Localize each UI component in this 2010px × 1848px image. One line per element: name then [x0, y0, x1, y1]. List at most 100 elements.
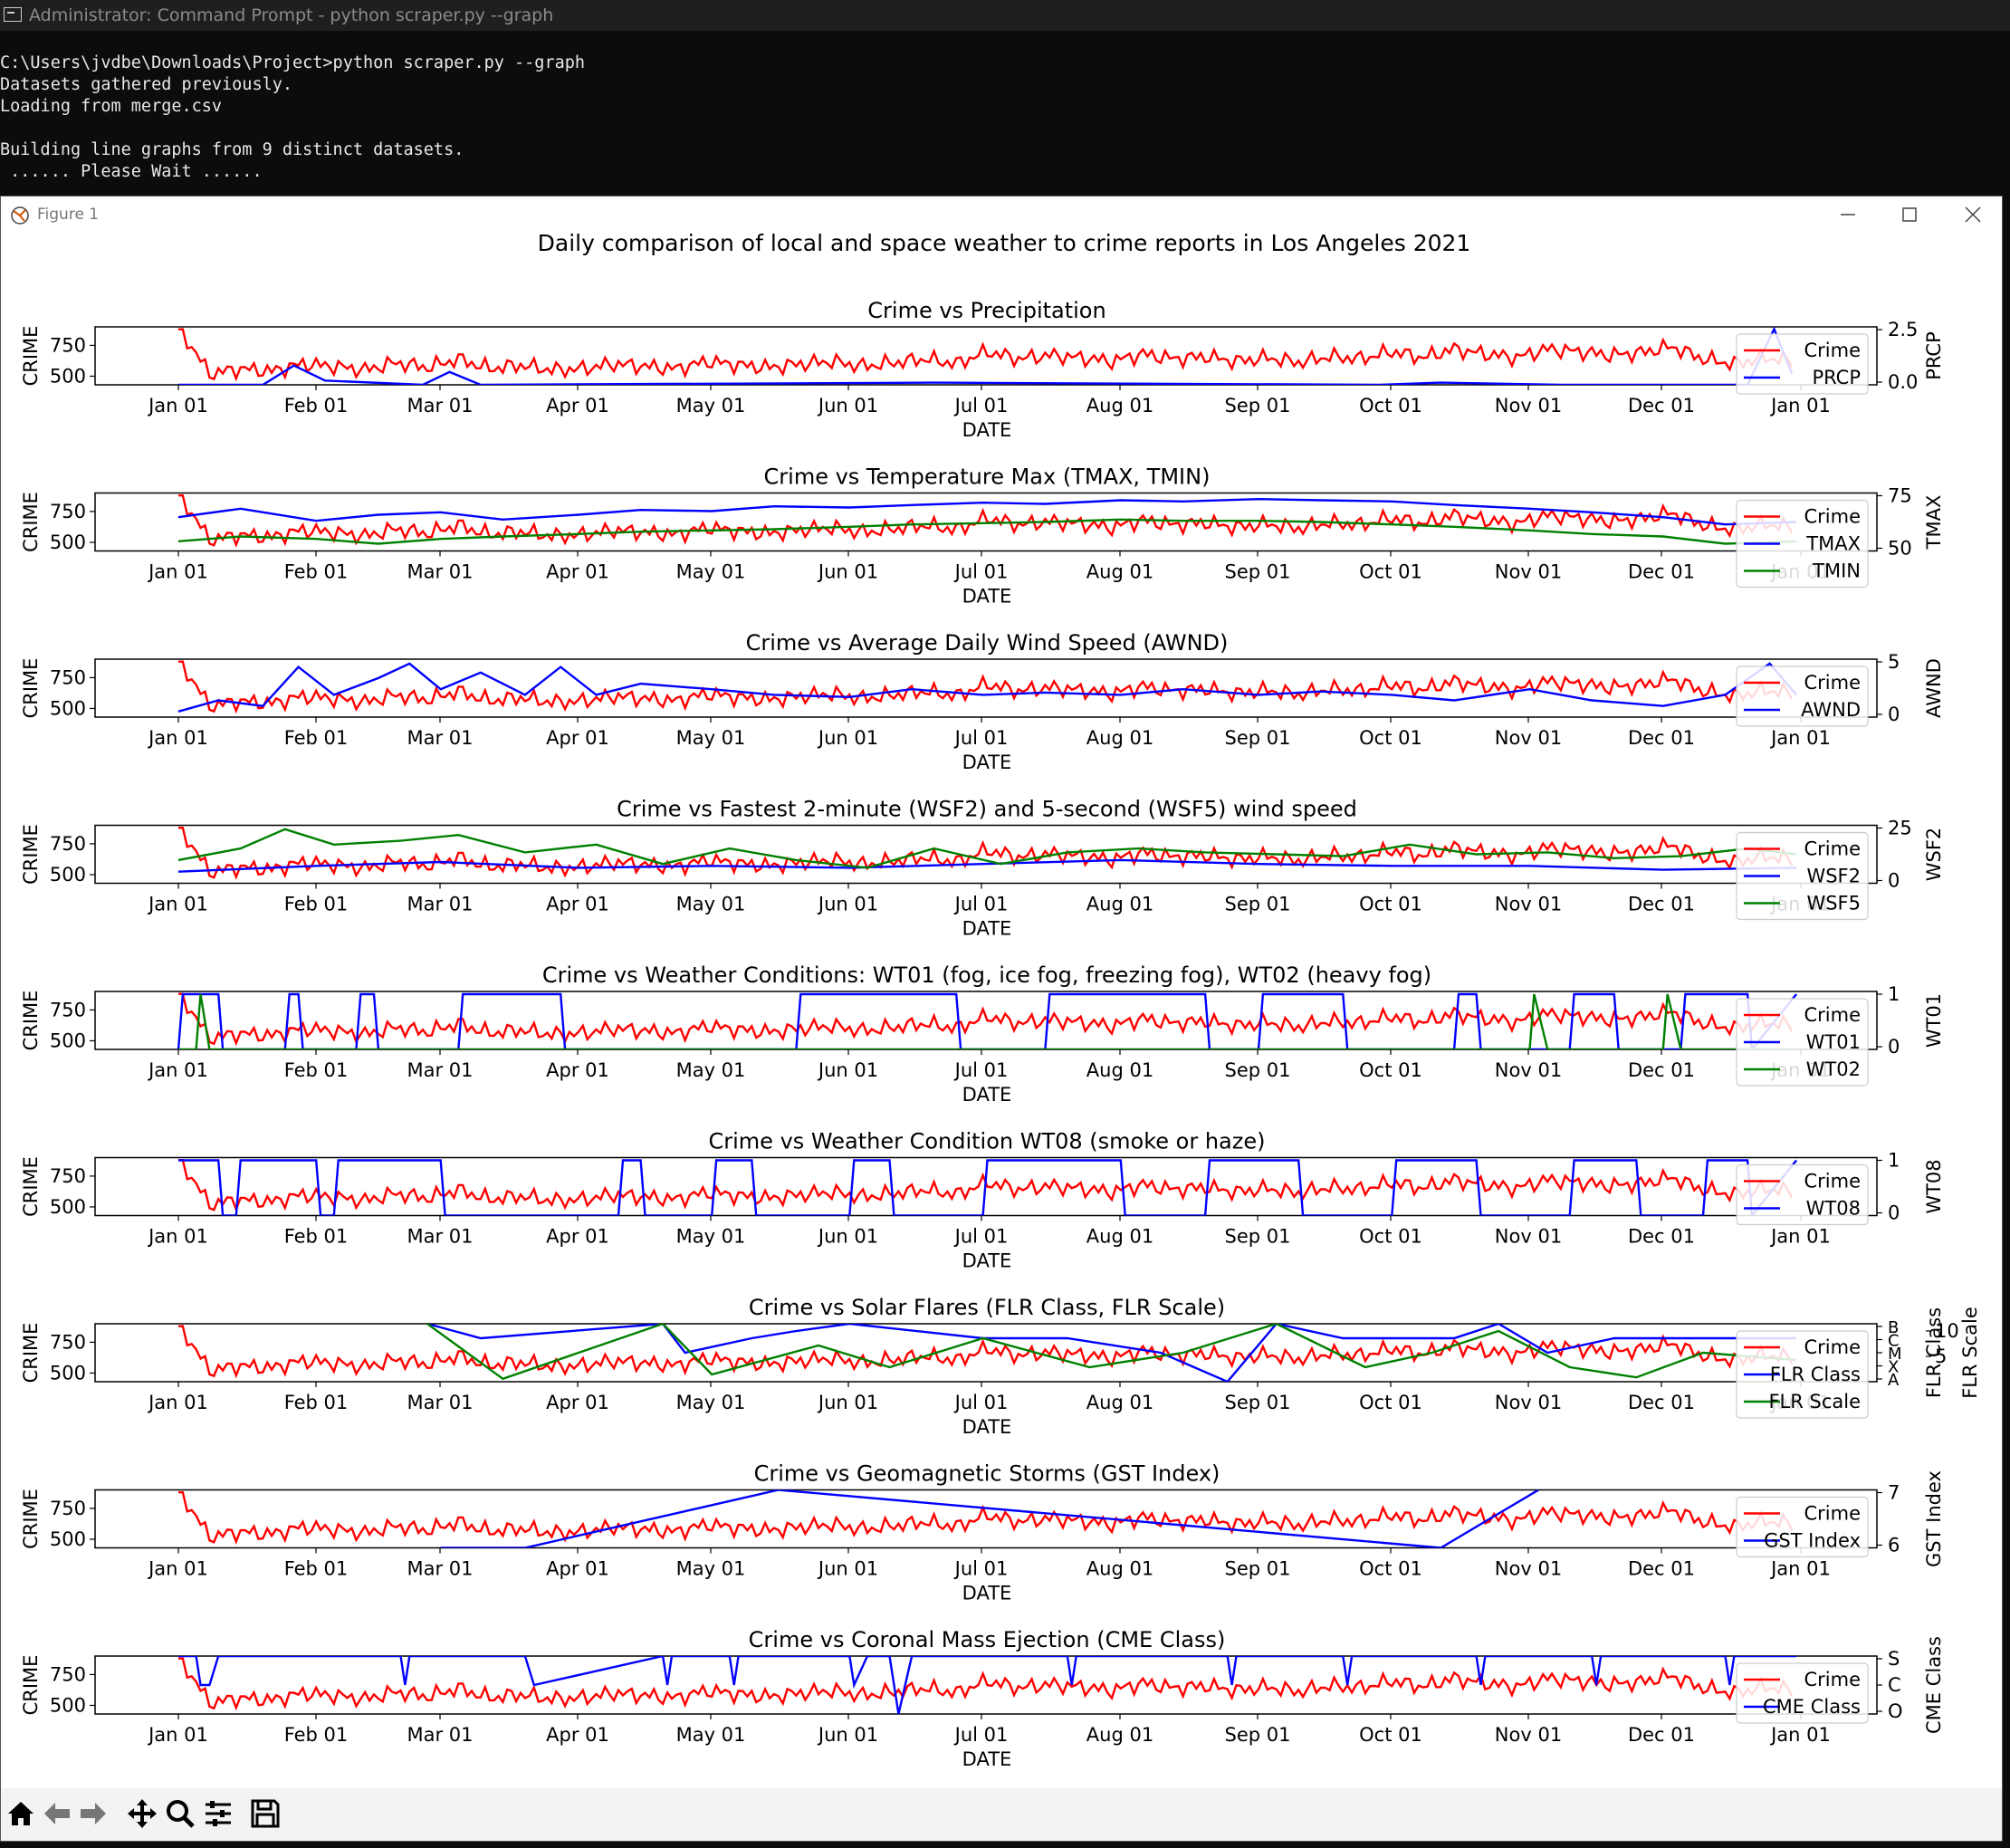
- back-arrow-icon[interactable]: [41, 1797, 73, 1830]
- legend-label: TMIN: [1812, 560, 1861, 582]
- x-tick-label: May 01: [676, 395, 746, 417]
- y2-axis-label: PRCP: [1923, 331, 1945, 380]
- zoom-icon[interactable]: [164, 1797, 196, 1830]
- x-tick-label: Dec 01: [1628, 1226, 1695, 1248]
- pan-icon[interactable]: [126, 1797, 158, 1830]
- x-tick-label: Apr 01: [546, 727, 609, 749]
- plot-area: [177, 827, 1797, 880]
- y2-tick-label: 0: [1888, 704, 1900, 725]
- x-tick-label: Oct 01: [1359, 1059, 1422, 1081]
- y3-tick-label: 5: [1935, 1345, 1947, 1367]
- y2-tick-label: B: [1888, 1318, 1899, 1337]
- x-tick-label: Sep 01: [1225, 894, 1291, 915]
- legend-label: WSF2: [1806, 866, 1861, 887]
- y2-tick-label: A: [1888, 1371, 1900, 1390]
- x-tick-label: Nov 01: [1495, 894, 1562, 915]
- x-tick-label: May 01: [676, 1226, 746, 1248]
- y2-axis-label: GST Index: [1923, 1470, 1945, 1567]
- legend-box: [1736, 1662, 1869, 1724]
- x-tick-label: Jul 01: [953, 727, 1009, 749]
- home-icon[interactable]: [5, 1797, 37, 1830]
- y2-tick-label: C: [1888, 1674, 1901, 1696]
- series-tmin-line: [177, 518, 1797, 545]
- subplot-4: Crime vs Fastest 2-minute (WSF2) and 5-s…: [20, 797, 1945, 940]
- crime-line: [178, 328, 1794, 382]
- x-tick-label: Sep 01: [1225, 395, 1291, 417]
- y-tick-label: 500: [50, 864, 86, 886]
- y-axis-label: CRIME: [20, 492, 42, 552]
- crime-line: [178, 1490, 1794, 1545]
- y2-tick-label: 7: [1888, 1482, 1900, 1504]
- subplot-3: Crime vs Average Daily Wind Speed (AWND)…: [20, 630, 1945, 773]
- legend-label: Crime: [1804, 506, 1861, 528]
- legend-label: WSF5: [1806, 893, 1861, 914]
- legend: Crime WSF2 WSF5: [1736, 831, 1869, 921]
- subplot-5: Crime vs Weather Conditions: WT01 (fog, …: [20, 962, 1945, 1106]
- legend: Crime FLR Class FLR Scale: [1736, 1330, 1869, 1419]
- x-tick-label: Jan 01: [147, 727, 208, 749]
- x-tick-label: Apr 01: [546, 1392, 609, 1413]
- x-tick-label: Jul 01: [953, 395, 1009, 417]
- x-tick-label: Jun 01: [817, 1724, 878, 1746]
- toolbar: [1, 1788, 2002, 1841]
- x-tick-label: Mar 01: [407, 727, 473, 749]
- y-axis-label: CRIME: [20, 1323, 42, 1384]
- legend-label: AWND: [1801, 699, 1861, 721]
- x-tick-label: Jun 01: [817, 395, 878, 417]
- figure-titlebar: Figure 1: [1, 196, 2002, 233]
- legend-box: [1736, 998, 1869, 1087]
- y-tick-label: 750: [50, 666, 86, 688]
- x-tick-label: Jun 01: [817, 1059, 878, 1081]
- x-tick-label: Jul 01: [953, 1059, 1009, 1081]
- close-icon[interactable]: [1946, 200, 2000, 229]
- save-icon[interactable]: [249, 1797, 282, 1830]
- y-tick-label: 750: [50, 334, 86, 356]
- x-tick-label: Jul 01: [953, 1558, 1009, 1580]
- crime-line: [178, 992, 1794, 1047]
- x-tick-label: Jun 01: [817, 727, 878, 749]
- x-tick-label: Nov 01: [1495, 1558, 1562, 1580]
- x-tick-label: Dec 01: [1628, 395, 1695, 417]
- x-tick-label: Aug 01: [1086, 1724, 1153, 1746]
- series-wt08-line: [178, 1159, 1798, 1216]
- y2-tick-label: 25: [1888, 818, 1912, 839]
- x-tick-label: Feb 01: [284, 1558, 349, 1580]
- forward-arrow-icon[interactable]: [77, 1797, 110, 1830]
- x-tick-label: Feb 01: [284, 894, 349, 915]
- x-tick-label: Dec 01: [1628, 1392, 1695, 1413]
- x-tick-label: Jul 01: [953, 1226, 1009, 1248]
- legend-label: FLR Scale: [1768, 1391, 1861, 1412]
- x-tick-label: Jan 01: [147, 1558, 208, 1580]
- x-tick-label: May 01: [676, 727, 746, 749]
- subplot-title: Crime vs Temperature Max (TMAX, TMIN): [764, 464, 1211, 490]
- x-axis-label: DATE: [962, 1583, 1012, 1604]
- legend-box: [1736, 665, 1869, 727]
- x-tick-label: Feb 01: [284, 561, 349, 583]
- legend-label: Crime: [1804, 1336, 1861, 1358]
- x-tick-label: Dec 01: [1628, 1558, 1695, 1580]
- y2-tick-label: M: [1888, 1345, 1902, 1364]
- maximize-icon[interactable]: [1882, 200, 1937, 229]
- y-tick-label: 500: [50, 1362, 86, 1384]
- x-tick-label: Jun 01: [817, 894, 878, 915]
- legend-label: FLR Class: [1770, 1364, 1861, 1385]
- subplot-2: Crime vs Temperature Max (TMAX, TMIN) Jan…: [20, 464, 1945, 608]
- x-tick-label: Feb 01: [284, 395, 349, 417]
- legend: Crime AWND: [1736, 665, 1869, 727]
- legend: Crime GST Index: [1736, 1496, 1869, 1558]
- y2-tick-label: 0.0: [1888, 371, 1918, 393]
- axes-frame: [94, 991, 1878, 1050]
- plot-area: [178, 1656, 1797, 1714]
- y2-tick-label: 0: [1888, 870, 1900, 892]
- x-tick-label: Apr 01: [546, 1059, 609, 1081]
- crime-line: [178, 660, 1794, 714]
- configure-subplots-icon[interactable]: [202, 1797, 234, 1830]
- x-tick-label: Dec 01: [1628, 1724, 1695, 1746]
- x-tick-label: Jul 01: [953, 1392, 1009, 1413]
- x-tick-label: Dec 01: [1628, 1059, 1695, 1081]
- legend-label: WT02: [1806, 1058, 1861, 1080]
- legend-label: WT01: [1806, 1031, 1861, 1053]
- minimize-icon[interactable]: [1821, 200, 1875, 229]
- subplot-9: Crime vs Coronal Mass Ejection (CME Clas…: [20, 1627, 1945, 1770]
- axes-frame: [94, 1655, 1878, 1715]
